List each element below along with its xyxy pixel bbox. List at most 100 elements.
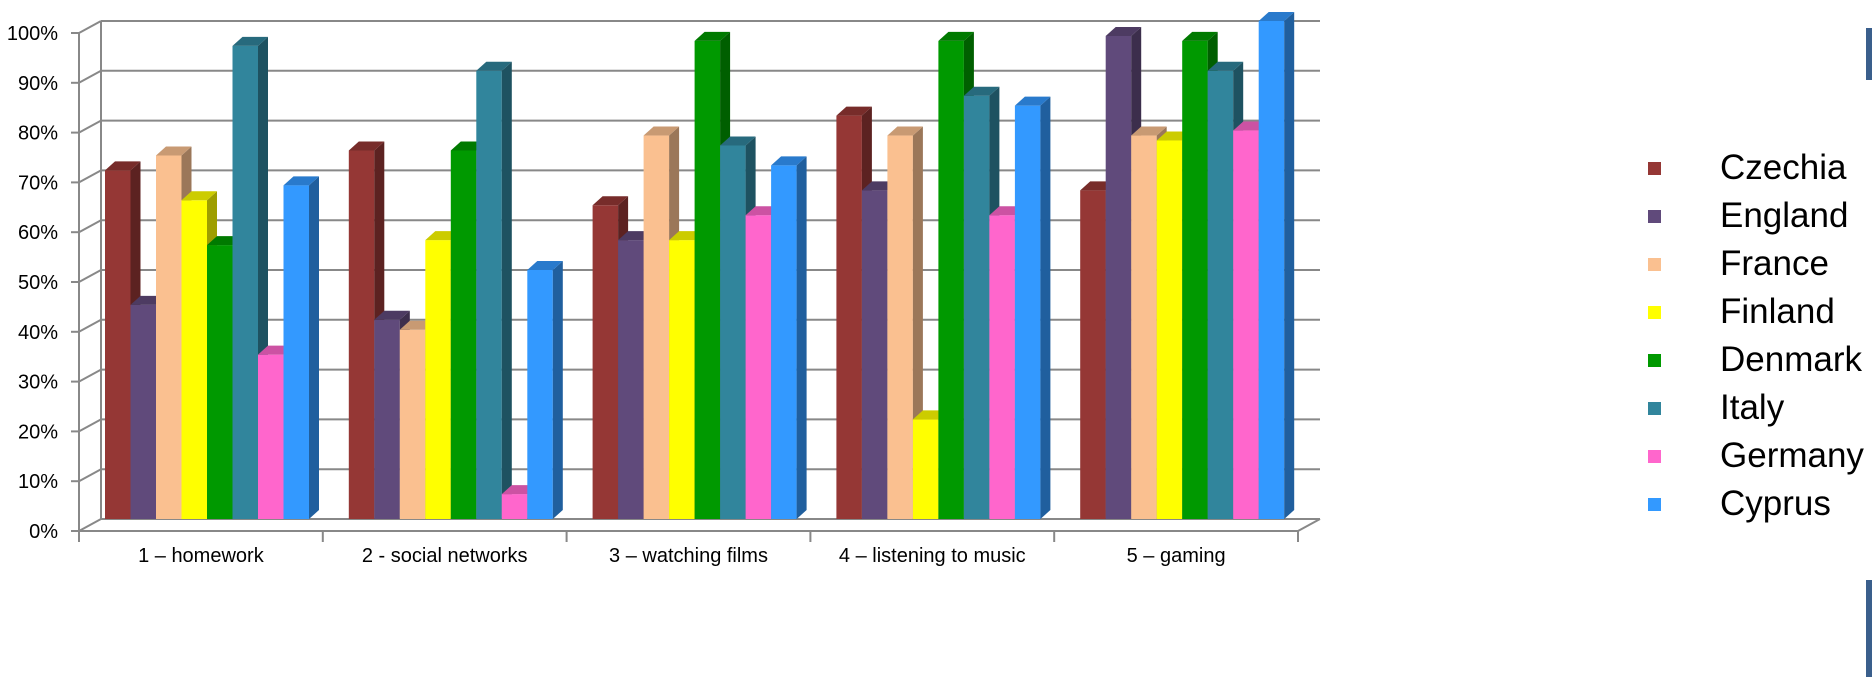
gridline-depth [78, 219, 102, 234]
bar-top [887, 126, 923, 136]
bar-cyprus-5 [1258, 12, 1295, 519]
legend-item-italy: Italy [1648, 386, 1874, 434]
bar-top [283, 176, 319, 186]
bar-cyprus-3 [771, 156, 807, 520]
bar-top [374, 310, 410, 320]
bar-top [156, 146, 192, 156]
bar-side [1284, 12, 1295, 519]
legend-item-finland: Finland [1648, 290, 1874, 338]
bar-front [887, 135, 913, 520]
right-edge-marker-bottom [1866, 580, 1872, 677]
bar-side [1040, 96, 1051, 519]
bar-top [938, 31, 974, 41]
bar-front [989, 215, 1015, 519]
legend-item-cyprus: Cyprus [1648, 482, 1874, 530]
bar-front [592, 205, 619, 519]
bar-front [694, 40, 721, 520]
bar-top [232, 36, 268, 46]
gridline-depth [78, 69, 102, 84]
y-tick-label: 40% [18, 322, 58, 344]
legend-label: Cyprus [1720, 484, 1831, 523]
legend-label: England [1720, 196, 1849, 235]
legend-swatch [1648, 450, 1661, 463]
bar-side [309, 176, 319, 519]
bar-front [1080, 190, 1106, 519]
bar-top [1182, 31, 1218, 41]
legend-label: Italy [1720, 388, 1785, 427]
bar-front [1156, 140, 1183, 519]
bar-front [720, 145, 746, 519]
bar-front [348, 150, 375, 520]
legend-label: Denmark [1720, 340, 1862, 379]
legend-label: Finland [1720, 292, 1835, 331]
bar-front [745, 215, 772, 519]
bar-front [501, 494, 528, 519]
bar-front [938, 40, 964, 520]
legend-swatch [1648, 498, 1661, 511]
bar-side [552, 261, 563, 519]
legend: Czechia England France Finland Denmark Italy G… [1648, 146, 1874, 530]
bar-front [1014, 105, 1041, 519]
bar-front [836, 115, 862, 520]
bar-top [1258, 12, 1295, 21]
bar-top [1131, 126, 1167, 136]
bar-front [283, 185, 309, 519]
bar-front [181, 200, 207, 519]
bar-italy-2 [476, 61, 512, 520]
bars [105, 12, 1295, 520]
bar-top [720, 136, 756, 146]
bar-front [1207, 70, 1234, 520]
y-tick-label: 50% [18, 272, 58, 294]
bar-front [963, 95, 990, 519]
bar-front [618, 240, 644, 519]
gridline-depth [78, 518, 102, 532]
bar-front [207, 245, 233, 519]
bar-top [836, 106, 872, 116]
bar-cyprus-2 [527, 261, 563, 519]
bar-front [130, 304, 156, 519]
gridline-depth [78, 169, 102, 184]
bar-front [156, 155, 182, 519]
bar-side [796, 156, 807, 520]
bar-front [643, 135, 670, 520]
legend-swatch [1648, 354, 1661, 367]
bar-top [105, 161, 141, 171]
bar-top [348, 141, 385, 151]
bar-top [476, 61, 512, 71]
bar-front [527, 270, 553, 519]
bar-top [771, 156, 807, 166]
bar-cyprus-4 [1014, 96, 1051, 519]
y-tick-label: 70% [18, 172, 58, 194]
gridline-depth [78, 20, 102, 34]
bar-front [232, 45, 258, 520]
legend-label: Czechia [1720, 148, 1847, 187]
bar-top [694, 31, 731, 41]
bar-top [592, 196, 629, 206]
bar-front [912, 419, 939, 519]
gridline-depth [78, 468, 102, 483]
legend-item-germany: Germany [1648, 434, 1874, 482]
gridline-depth [78, 318, 102, 333]
legend-item-england: England [1648, 194, 1874, 242]
bar-cyprus-1 [283, 176, 319, 519]
gridline-depth [78, 119, 102, 134]
gridline-depth [78, 368, 102, 383]
bar-top [527, 261, 563, 270]
bar-front [105, 170, 131, 519]
bar-front [425, 240, 451, 519]
bar-front [1131, 135, 1157, 520]
bar-front [258, 354, 284, 519]
bar-front [476, 70, 502, 520]
legend-swatch [1648, 258, 1661, 271]
legend-item-denmark: Denmark [1648, 338, 1874, 386]
bar-front [1233, 130, 1259, 519]
x-category-label: 3 – watching films [609, 545, 768, 567]
bar-front [1258, 21, 1285, 519]
x-category-label: 1 – homework [138, 545, 265, 567]
legend-item-france: France [1648, 242, 1874, 290]
legend-label: France [1720, 244, 1829, 283]
x-category-label: 5 – gaming [1127, 545, 1226, 567]
x-axis: 1 – homework 2 - social networks 3 – watch… [78, 518, 1321, 567]
gridline-depth [78, 269, 102, 283]
x-category-label: 2 - social networks [362, 545, 528, 567]
